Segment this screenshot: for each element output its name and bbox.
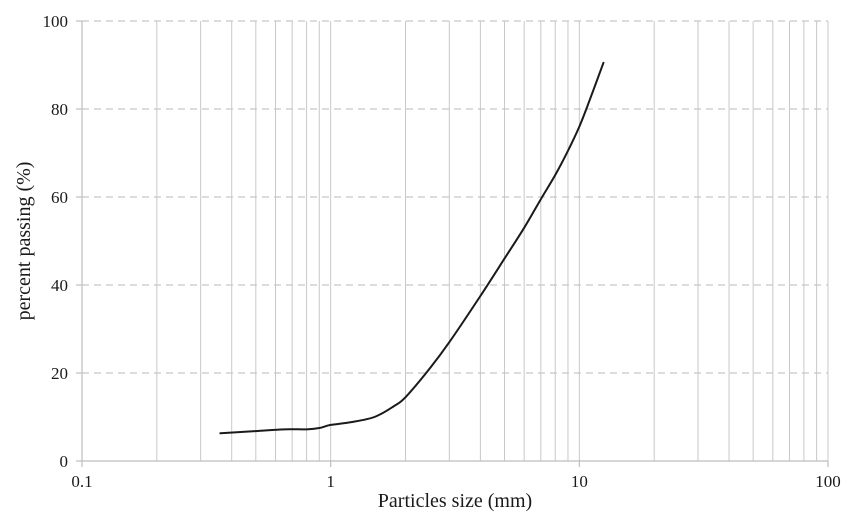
- x-tick-label: 0.1: [71, 472, 92, 491]
- series-line: [219, 61, 605, 435]
- x-tick-label: 10: [571, 472, 588, 491]
- x-tick-label: 1: [326, 472, 335, 491]
- series-layer: [219, 61, 605, 435]
- y-tick-label: 80: [51, 100, 68, 119]
- labels: Particles size (mm) percent passing (%) …: [13, 12, 841, 512]
- y-tick-label: 20: [51, 364, 68, 383]
- y-axis-title: percent passing (%): [13, 162, 35, 321]
- y-tick-label: 100: [43, 12, 69, 31]
- grid: [82, 20, 829, 461]
- y-tick-label: 40: [51, 276, 68, 295]
- x-tick-label: 100: [815, 472, 841, 491]
- y-tick-label: 60: [51, 188, 68, 207]
- x-axis-title: Particles size (mm): [378, 490, 532, 512]
- axes: [76, 20, 829, 467]
- y-tick-label: 0: [60, 452, 69, 471]
